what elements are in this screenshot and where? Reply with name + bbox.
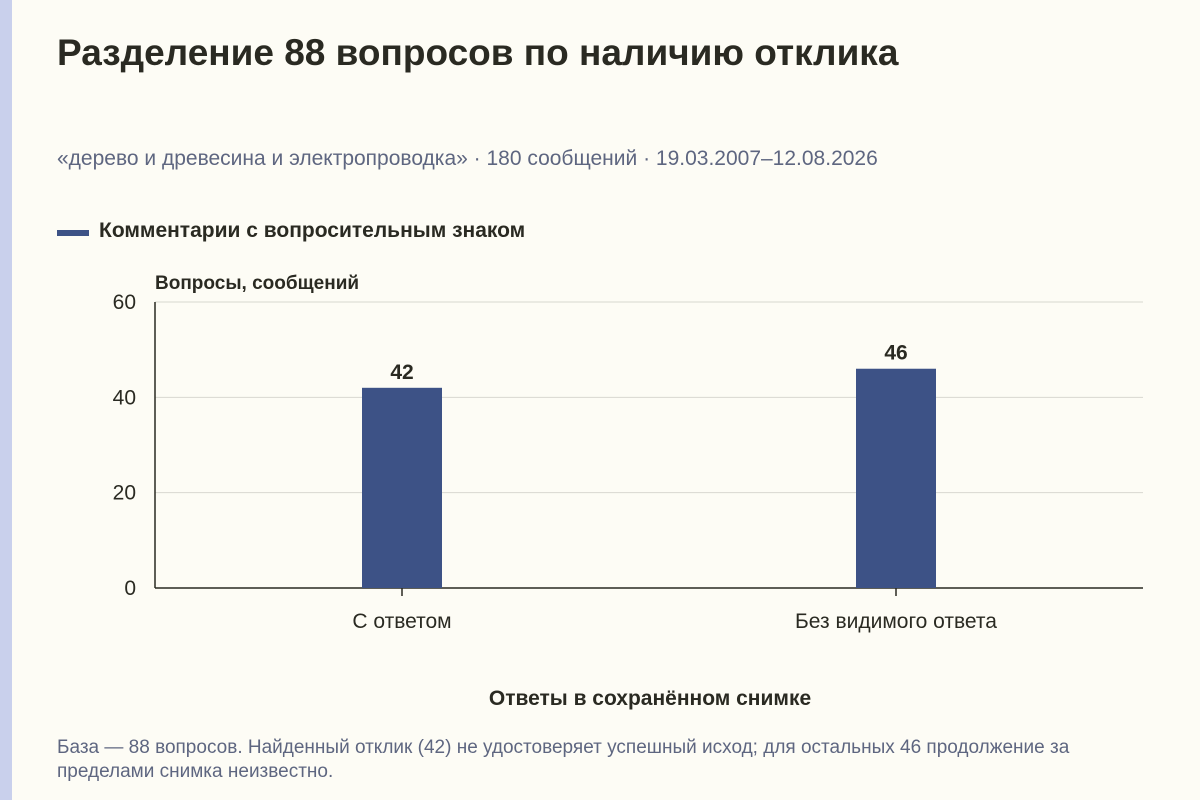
y-tick-label: 40 <box>113 386 136 409</box>
accent-bar <box>0 0 12 800</box>
bar <box>856 368 936 588</box>
y-tick-label: 20 <box>113 482 136 505</box>
data-label: 46 <box>884 342 907 365</box>
y-axis-label: Вопросы, сообщений <box>155 273 360 294</box>
y-tick-label: 60 <box>113 291 136 314</box>
chart-subtitle: «дерево и древесина и электропроводка» ·… <box>57 147 878 170</box>
x-tick-label: С ответом <box>352 610 451 633</box>
y-tick-label: 0 <box>124 577 136 600</box>
x-axis-label: Ответы в сохранённом снимке <box>488 687 812 710</box>
footnote: База — 88 вопросов. Найденный отклик (42… <box>57 737 1070 782</box>
legend: Комментарии с вопросительным знаком <box>57 219 525 243</box>
data-label: 42 <box>390 361 413 384</box>
legend-swatch <box>57 230 89 236</box>
legend-label: Комментарии с вопросительным знаком <box>99 219 526 242</box>
x-tick-label: Без видимого ответа <box>795 610 997 633</box>
chart-title: Разделение 88 вопросов по наличию отклик… <box>57 32 899 73</box>
bar <box>362 387 442 588</box>
